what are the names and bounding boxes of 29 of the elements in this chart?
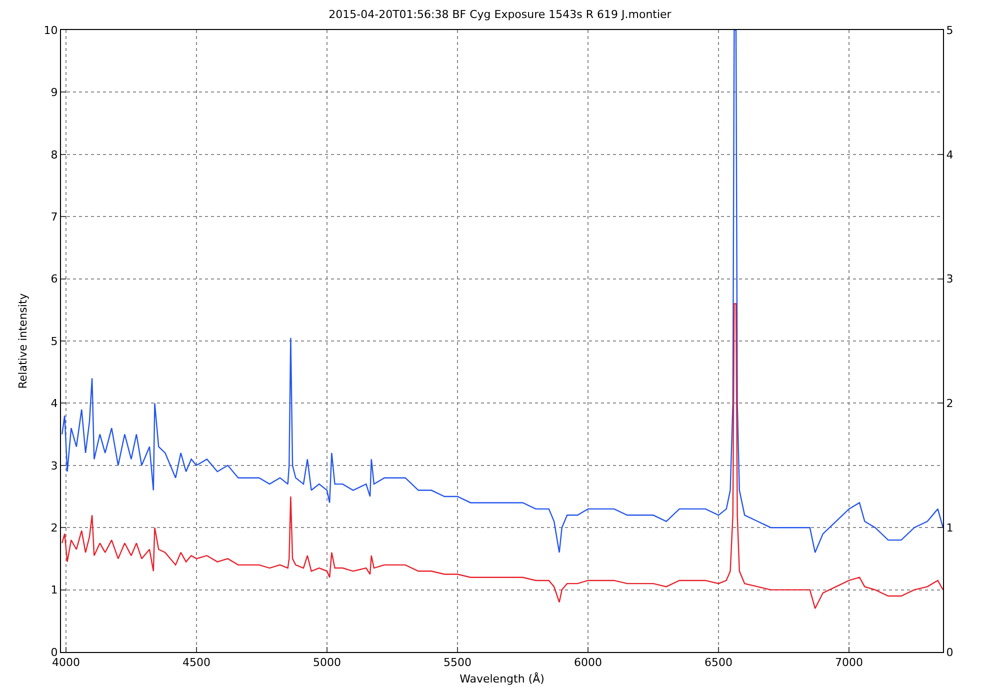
y-tick-label: 10: [44, 24, 58, 37]
y-tick-label: 2: [50, 521, 58, 534]
x-tick-label: 6000: [574, 656, 602, 670]
y2-tick-label: 1: [946, 521, 954, 534]
y-tick-label: 7: [50, 210, 58, 224]
chart-title: 2015-04-20T01:56:38 BF Cyg Exposure 1543s R 619 J.montier: [328, 8, 672, 22]
x-tick-label: 5000: [312, 656, 341, 670]
y2-tick-label: 2: [946, 397, 954, 410]
x-tick-label: 7000: [835, 656, 864, 670]
line-series: [61, 30, 943, 554]
y-tick-label: 3: [50, 459, 58, 472]
x-tick-label: 5500: [444, 656, 472, 670]
x-tick-label: 4500: [182, 656, 210, 670]
y-tick-label: 4: [50, 397, 58, 410]
y2-tick-label: 3: [946, 272, 954, 286]
line-series: [61, 303, 943, 610]
y-tick-label: 9: [50, 86, 58, 100]
y-axis-title: Relative intensity: [16, 292, 30, 389]
x-axis-title: Wavelength (Å): [460, 671, 544, 686]
y2-tick-label: 5: [946, 24, 954, 37]
y-tick-label: 6: [50, 272, 58, 286]
x-tick-label: 6500: [704, 656, 733, 670]
y-tick-label: 5: [50, 334, 58, 348]
y2-tick-label: 4: [946, 148, 954, 162]
x-tick-label: 4000: [52, 656, 80, 670]
y2-tick-label: 0: [946, 646, 954, 659]
y-tick-label: 8: [50, 148, 58, 162]
y-tick-label: 1: [50, 584, 58, 597]
y-tick-label: 0: [50, 646, 58, 659]
